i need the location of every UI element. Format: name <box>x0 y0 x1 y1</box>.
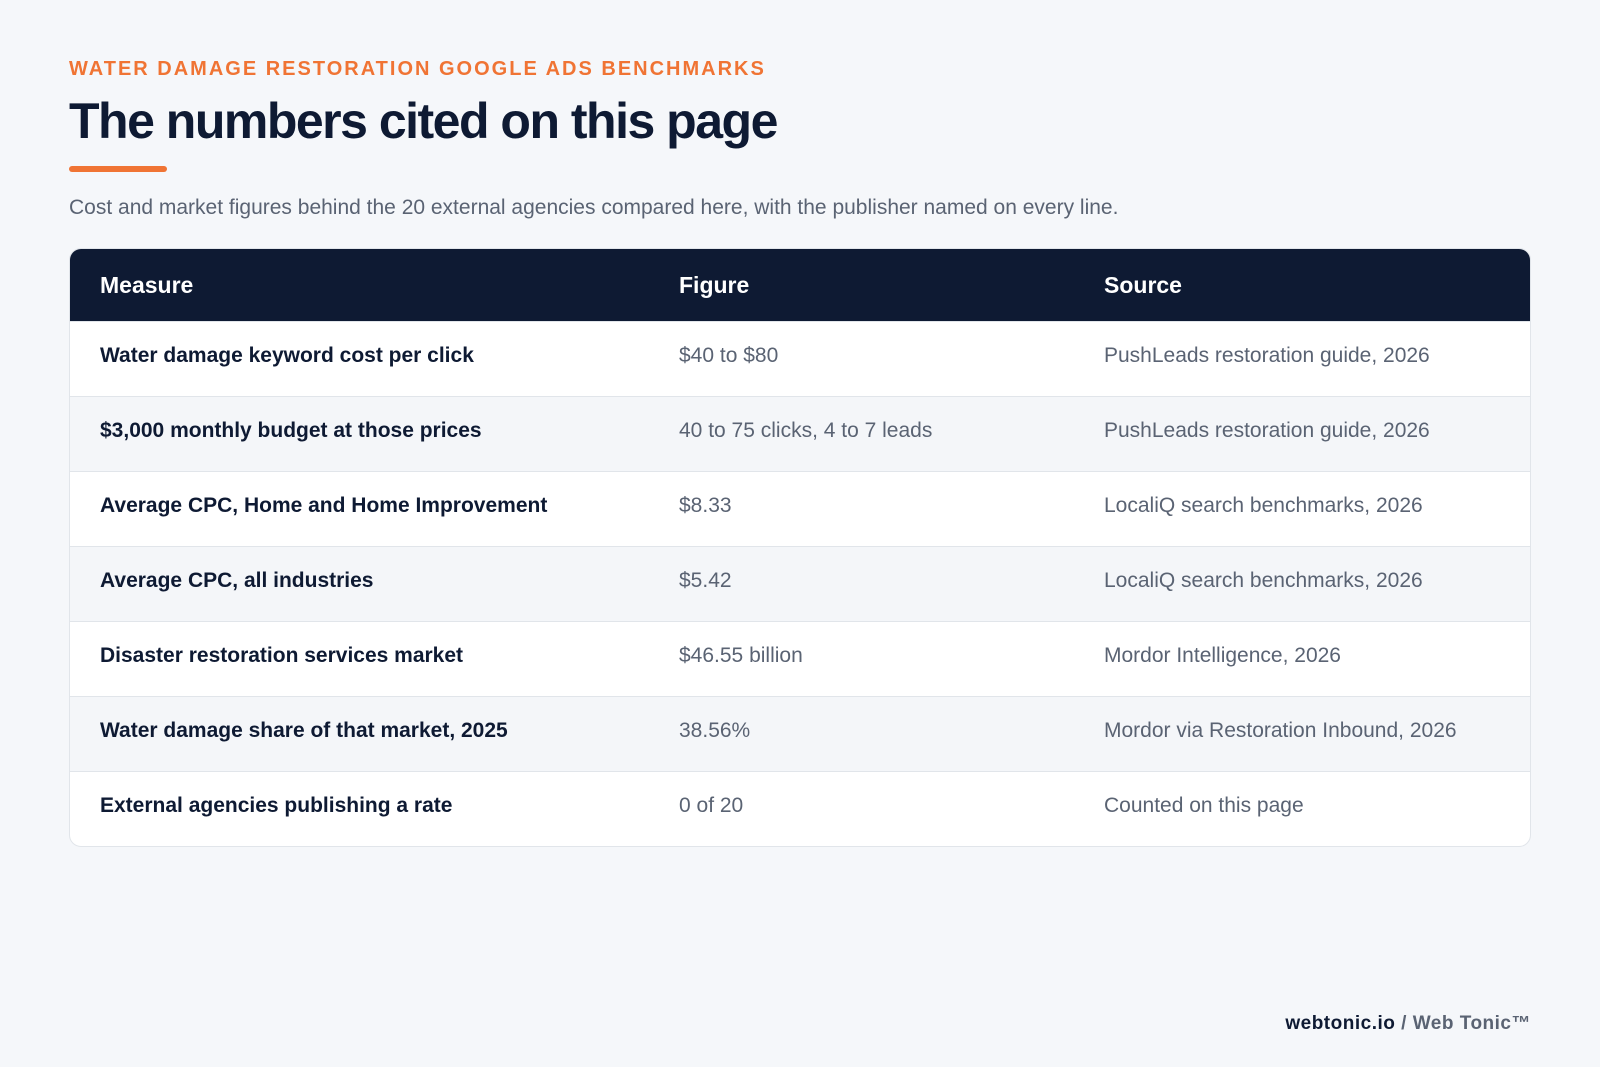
table-cell: PushLeads restoration guide, 2026 <box>1104 419 1430 442</box>
column-header: Source <box>1104 271 1182 298</box>
accent-bar <box>69 166 167 172</box>
table-cell: External agencies publishing a rate <box>100 794 453 817</box>
table-cell: Average CPC, all industries <box>100 569 374 592</box>
table-row: Average CPC, all industries $5.42 LocaliQ … <box>70 546 1530 621</box>
table-cell: LocaliQ search benchmarks, 2026 <box>1104 569 1423 592</box>
separator: / <box>1401 1013 1407 1034</box>
brand: Web Tonic™ <box>1412 1013 1531 1034</box>
eyebrow: WATER DAMAGE RESTORATION GOOGLE ADS BENC… <box>69 58 766 80</box>
table: Measure Figure Source Water damage keyword… <box>69 248 1531 847</box>
column-header: Measure <box>100 271 194 298</box>
footer: webtonic.io / Web Tonic™ <box>1285 1013 1531 1035</box>
table-cell: 40 to 75 clicks, 4 to 7 leads <box>679 419 933 442</box>
table-cell: Disaster restoration services market <box>100 644 464 667</box>
table-cell: $8.33 <box>679 494 732 517</box>
table-cell: 38.56% <box>679 719 751 742</box>
table-row: Average CPC, Home and Home Improvement $8… <box>70 471 1530 546</box>
subtitle: Cost and market figures behind the 20 ex… <box>69 196 1119 219</box>
table-header: Measure Figure Source <box>70 249 1530 321</box>
table-cell: PushLeads restoration guide, 2026 <box>1104 344 1430 367</box>
table-cell: $46.55 billion <box>679 644 803 667</box>
column-header: Figure <box>679 271 750 298</box>
table-cell: Counted on this page <box>1104 794 1304 817</box>
table-cell: LocaliQ search benchmarks, 2026 <box>1104 494 1423 517</box>
table-cell: 0 of 20 <box>679 794 744 817</box>
table-row: Water damage keyword cost per click $40 t… <box>70 321 1530 396</box>
site: webtonic.io <box>1285 1013 1396 1034</box>
table-row: Water damage share of that market, 2025 3… <box>70 696 1530 771</box>
table-cell: Average CPC, Home and Home Improvement <box>100 494 548 517</box>
table-row: $3,000 monthly budget at those prices 40 … <box>70 396 1530 471</box>
table-cell: $5.42 <box>679 569 732 592</box>
table-cell: Water damage keyword cost per click <box>100 344 474 367</box>
table-row: External agencies publishing a rate 0 of … <box>70 771 1530 846</box>
table-cell: Mordor Intelligence, 2026 <box>1104 644 1341 667</box>
table-cell: Water damage share of that market, 2025 <box>100 719 508 742</box>
title: The numbers cited on this page <box>69 93 778 149</box>
table-cell: $3,000 monthly budget at those prices <box>100 419 482 442</box>
table-cell: $40 to $80 <box>679 344 779 367</box>
table-cell: Mordor via Restoration Inbound, 2026 <box>1104 719 1457 742</box>
table-row: Disaster restoration services market $46.… <box>70 621 1530 696</box>
